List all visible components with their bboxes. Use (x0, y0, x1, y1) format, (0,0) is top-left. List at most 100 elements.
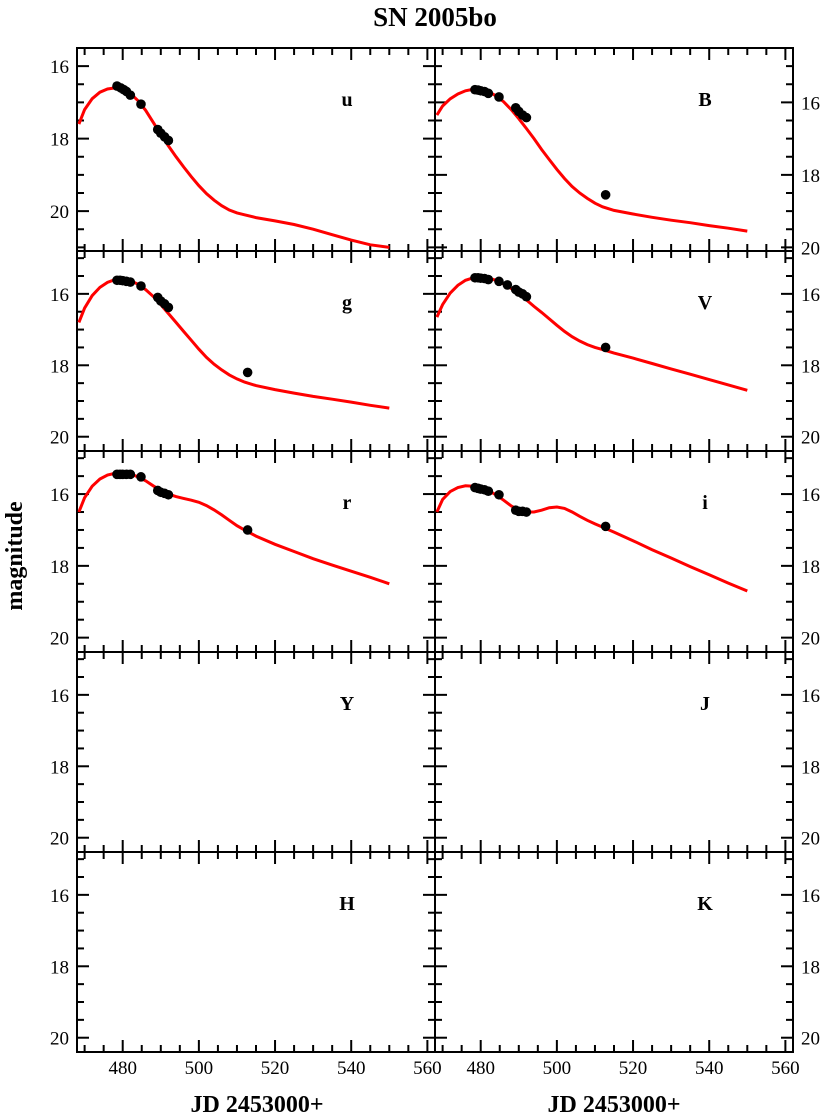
y-tick-label: 20 (50, 202, 69, 223)
band-label: V (698, 292, 713, 314)
panel-grid: 16 18 20 u 16 18 20 B 16 18 20 g 16 18 20 V 16 18 20 r 16 18 2… (50, 47, 820, 1079)
data-point (136, 281, 146, 291)
data-point (502, 280, 513, 290)
panel-V: 16 18 20 V (434, 250, 820, 452)
panel-frame (76, 651, 436, 853)
x-tick-label: 540 (695, 1058, 724, 1079)
panel-B: 16 18 20 B (434, 47, 820, 259)
y-tick-label: 20 (801, 238, 820, 259)
x-axis-title-left: JD 2453000+ (190, 1092, 323, 1118)
y-tick-label: 20 (50, 629, 69, 650)
panel-r: 16 18 20 r (50, 450, 436, 653)
data-point (600, 190, 611, 200)
data-point (136, 472, 146, 482)
chart-title: SN 2005bo (373, 2, 497, 32)
data-point (125, 469, 136, 480)
x-tick-label: 520 (619, 1058, 648, 1079)
panel-frame (434, 47, 794, 252)
y-tick-label: 20 (801, 428, 820, 449)
y-tick-label: 18 (801, 757, 820, 778)
panel-H: 16 18 20 480 500 520 540 560 H (50, 851, 442, 1079)
data-point (483, 486, 494, 497)
data-point (600, 342, 611, 353)
x-tick-label: 560 (413, 1058, 442, 1079)
data-point (163, 489, 174, 500)
band-label: H (339, 893, 355, 915)
fit-curve-r (77, 471, 390, 586)
y-tick-label: 18 (801, 957, 820, 978)
band-label: u (341, 89, 352, 111)
panel-J: 16 18 20 J (434, 651, 820, 853)
y-tick-label: 16 (50, 485, 69, 506)
x-tick-label: 480 (108, 1058, 137, 1079)
data-point (242, 367, 253, 378)
y-tick-label: 18 (50, 557, 69, 578)
y-tick-label: 20 (801, 829, 820, 850)
data-point (494, 92, 504, 102)
y-tick-label: 18 (801, 356, 820, 377)
y-tick-label: 18 (50, 356, 69, 377)
panel-g: 16 18 20 g (50, 250, 436, 452)
y-tick-label: 16 (50, 686, 69, 707)
y-tick-label: 18 (50, 957, 69, 978)
panel-frame (434, 851, 794, 1053)
y-tick-label: 20 (801, 1029, 820, 1050)
band-label: B (698, 89, 711, 111)
y-tick-label: 20 (50, 428, 69, 449)
y-tick-label: 18 (50, 757, 69, 778)
data-point (163, 135, 174, 146)
x-axis-title-right: JD 2453000+ (547, 1092, 680, 1118)
panel-frame (434, 450, 794, 653)
y-tick-label: 18 (801, 557, 820, 578)
x-tick-label: 560 (771, 1058, 800, 1079)
band-label: J (700, 693, 710, 715)
data-point (483, 274, 494, 285)
y-tick-label: 18 (50, 130, 69, 151)
panel-u: 16 18 20 u (50, 47, 436, 252)
y-tick-label: 16 (50, 886, 69, 907)
panel-frame (76, 47, 436, 252)
data-point (521, 112, 532, 123)
panel-frame (76, 450, 436, 653)
data-point (521, 507, 532, 517)
y-tick-label: 16 (50, 57, 69, 78)
data-point (125, 90, 136, 100)
panel-Y: 16 18 20 Y (50, 651, 436, 853)
data-point (136, 99, 146, 109)
data-point (494, 276, 504, 287)
y-tick-label: 20 (50, 829, 69, 850)
x-tick-label: 500 (543, 1058, 572, 1079)
x-tick-label: 500 (185, 1058, 214, 1079)
data-point (242, 525, 253, 535)
y-tick-label: 16 (50, 285, 69, 306)
band-label: r (343, 492, 352, 514)
y-tick-label: 20 (50, 1029, 69, 1050)
band-label: K (697, 893, 713, 915)
y-axis-title: magnitude (2, 501, 28, 611)
fit-curve-i (435, 484, 748, 593)
data-point (163, 302, 174, 313)
band-label: i (702, 492, 708, 514)
x-tick-label: 540 (337, 1058, 366, 1079)
y-tick-label: 16 (801, 93, 820, 114)
panel-frame (434, 651, 794, 853)
x-tick-label: 480 (466, 1058, 495, 1079)
y-tick-label: 16 (801, 886, 820, 907)
band-label: Y (340, 693, 355, 715)
y-tick-label: 18 (801, 166, 820, 187)
y-tick-label: 20 (801, 629, 820, 650)
data-point (125, 277, 136, 287)
panel-K: 16 18 20 480 500 520 540 560 K (434, 851, 820, 1079)
panel-i: 16 18 20 i (434, 450, 820, 653)
data-point (600, 521, 611, 532)
panel-frame (76, 851, 436, 1053)
y-tick-label: 16 (801, 485, 820, 506)
data-point (483, 88, 494, 99)
y-tick-label: 16 (801, 686, 820, 707)
data-point (494, 489, 504, 500)
band-label: g (342, 292, 352, 314)
fit-curve-u (77, 86, 390, 249)
y-tick-label: 16 (801, 285, 820, 306)
data-point (521, 291, 532, 302)
